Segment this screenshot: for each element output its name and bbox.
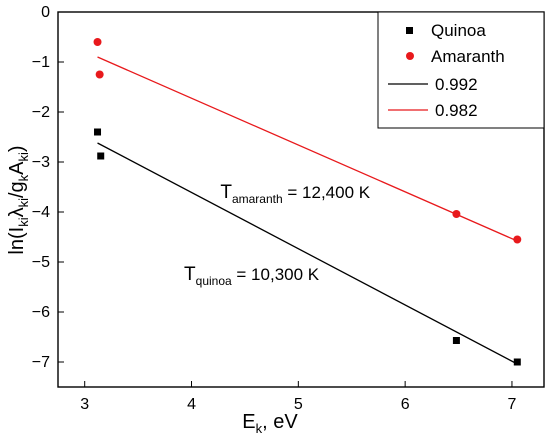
annotation-rest: = 12,400 K <box>283 183 371 202</box>
x-tick-label: 4 <box>187 396 196 413</box>
y-tick-label: −4 <box>32 204 50 221</box>
point-quinoa <box>513 358 521 366</box>
legend-marker-quinoa <box>406 27 413 34</box>
point-quinoa <box>452 337 460 344</box>
y-axis-title-part: ln(I <box>6 227 28 255</box>
legend-label-amaranth: Amaranth <box>431 47 505 66</box>
y-axis-title-part: k <box>16 174 31 181</box>
y-tick-label: −7 <box>32 354 50 371</box>
ticks: 3 4 5 6 7 0 −1 −2 −3 −4 −5 −6 −7 <box>32 4 517 413</box>
x-axis-title: Ek, eV <box>242 411 298 436</box>
y-axis-title-part: ki <box>16 198 31 208</box>
y-axis-title-part: ki <box>16 217 31 227</box>
y-axis-title-part: A <box>6 161 28 175</box>
point-amaranth <box>513 235 522 244</box>
x-tick-label: 5 <box>294 396 303 413</box>
annotation-rest: = 10,300 K <box>232 265 320 284</box>
legend-label-quinoa-fit: 0.992 <box>435 75 478 94</box>
plot-frame <box>57 11 545 388</box>
annotation-temperature: Tquinoa = 10,300 K <box>184 264 320 288</box>
annotation-sub: quinoa <box>196 274 232 288</box>
point-amaranth <box>95 70 104 79</box>
point-amaranth <box>93 38 102 46</box>
fit-lines <box>97 56 518 365</box>
y-axis-title-part: λ <box>6 207 28 217</box>
point-quinoa <box>97 152 105 160</box>
x-tick-label: 6 <box>401 396 410 413</box>
x-tick-label: 3 <box>80 396 89 413</box>
data-points <box>93 38 522 366</box>
y-axis-title-part: ) <box>6 145 28 152</box>
fit-line-0 <box>97 142 518 365</box>
y-tick-label: −3 <box>32 154 50 171</box>
point-quinoa <box>94 128 102 136</box>
legend-label-amaranth-fit: 0.982 <box>435 101 478 120</box>
y-tick-label: −2 <box>32 104 50 121</box>
y-tick-label: −5 <box>32 254 50 271</box>
annotation-main: T <box>184 264 196 285</box>
legend-marker-amaranth <box>406 52 414 60</box>
legend-label-quinoa: Quinoa <box>431 21 486 40</box>
y-axis-title: ln(Ikiλki/gkAki) <box>6 145 31 254</box>
point-amaranth <box>452 210 461 218</box>
x-axis-title-main: E <box>242 411 255 433</box>
annotation-main: T <box>220 182 232 203</box>
x-tick-label: 7 <box>508 396 517 413</box>
x-axis-title-sub: k <box>256 421 263 436</box>
y-tick-label: −6 <box>32 304 50 321</box>
y-tick-label: 0 <box>41 4 50 21</box>
x-axis-title-rest: , eV <box>262 411 298 433</box>
legend: Quinoa Amaranth 0.992 0.982 <box>377 11 545 129</box>
y-axis-title-part: /g <box>6 181 28 198</box>
annotation-temperature: Tamaranth = 12,400 K <box>220 182 370 206</box>
annotation-sub: amaranth <box>232 192 283 206</box>
y-axis-title-part: ki <box>16 152 31 162</box>
y-tick-label: −1 <box>32 54 50 71</box>
fit-line-1 <box>97 56 518 242</box>
legend-box <box>377 11 545 129</box>
